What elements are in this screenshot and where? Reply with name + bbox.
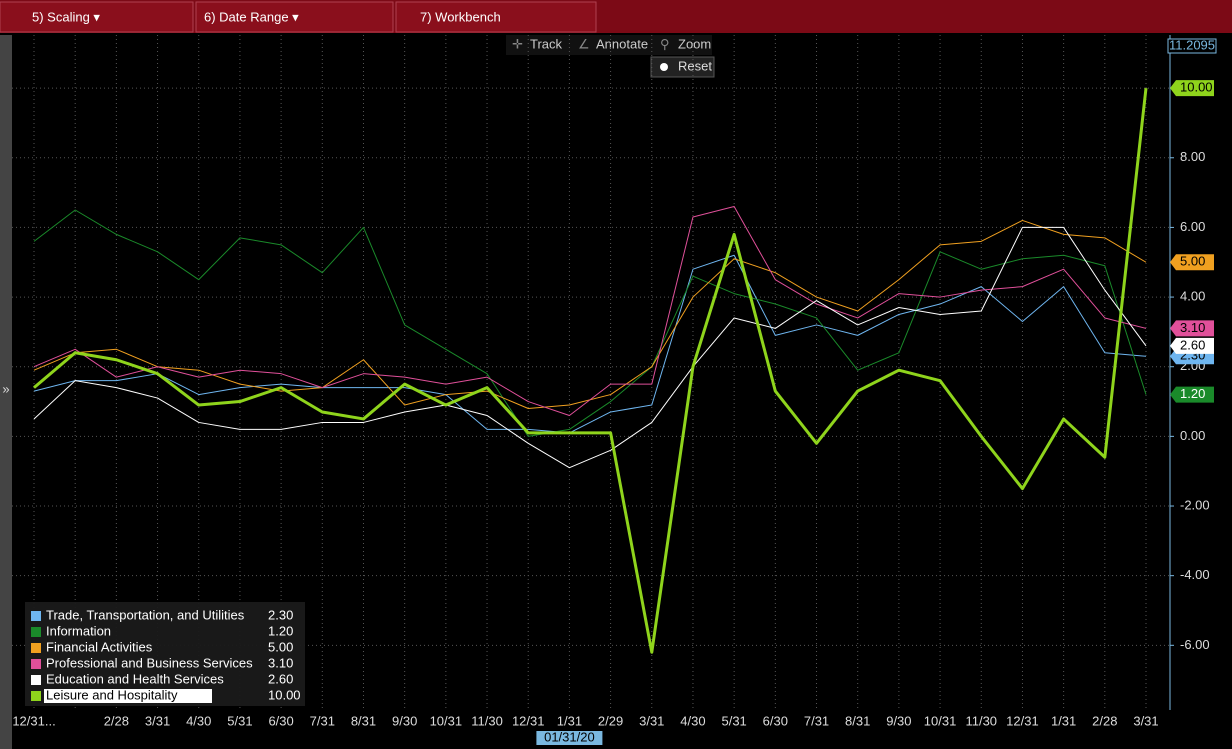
legend-value: 3.10 — [268, 655, 293, 670]
x-tick-label: 2/29 — [598, 713, 623, 728]
y-tick-label: -2.00 — [1180, 497, 1210, 512]
legend-label: Education and Health Services — [46, 671, 224, 686]
x-tick-label: 8/31 — [845, 713, 870, 728]
tab-label[interactable]: 5) Scaling ▾ — [32, 9, 100, 24]
y-tick-label: -4.00 — [1180, 567, 1210, 582]
value-tag — [1170, 386, 1214, 403]
value-tag-label: 5.00 — [1180, 254, 1205, 269]
x-tick-label: 3/31 — [145, 713, 170, 728]
legend-value: 2.30 — [268, 607, 293, 622]
legend-highlight — [44, 689, 212, 703]
x-tick-label: 3/31 — [639, 713, 664, 728]
x-tick-label: 5/31 — [227, 713, 252, 728]
legend-box — [25, 602, 305, 706]
x-tick-label: 10/31 — [430, 713, 463, 728]
x-tick-label: 7/31 — [310, 713, 335, 728]
x-tick-label: 1/31 — [557, 713, 582, 728]
y-max-box — [1167, 38, 1217, 54]
reset-button[interactable] — [650, 56, 715, 78]
series-line — [33, 206, 1147, 416]
side-strip[interactable] — [0, 35, 12, 749]
value-tag-label: 10.00 — [1180, 80, 1213, 95]
legend-label: Trade, Transportation, and Utilities — [46, 607, 245, 622]
tabs: 5) Scaling ▾ 6) Date Range ▾ 7) Workbenc… — [0, 1, 597, 33]
legend-swatch — [31, 675, 41, 685]
series-line — [33, 209, 1147, 437]
x-tick-label: 7/31 — [804, 713, 829, 728]
y-tick-label: -6.00 — [1180, 637, 1210, 652]
plot: 12/31... 2/28 3/31 4/30 5/31 6/30 7/31 8/31 9/30… — [12, 35, 1217, 745]
legend-value: 5.00 — [268, 639, 293, 654]
x-tick-label: 10/31 — [924, 713, 957, 728]
y-tick-label: 4.00 — [1180, 289, 1205, 304]
crosshair-date: 01/31/20 — [544, 729, 595, 744]
value-tag-label: 2.60 — [1180, 337, 1205, 352]
tool-icon: ⚲ — [660, 36, 670, 51]
legend-label: Information — [46, 623, 111, 638]
x-tick-label: 9/30 — [392, 713, 417, 728]
y-tick-label: 8.00 — [1180, 149, 1205, 164]
crosshair-date-box — [536, 731, 603, 745]
tool[interactable]: Annotate — [596, 36, 648, 51]
x-tick-label: 9/30 — [886, 713, 911, 728]
tab[interactable] — [395, 1, 597, 33]
x-tick-label: 11/30 — [471, 713, 503, 728]
legend-label: Professional and Business Services — [46, 655, 253, 670]
x-tick-label: 3/31 — [1133, 713, 1158, 728]
value-tag — [1170, 337, 1214, 354]
tool[interactable]: Track — [530, 36, 563, 51]
value-tag — [1170, 320, 1214, 337]
y-tick-label: 0.00 — [1180, 428, 1205, 443]
series-line — [33, 254, 1147, 434]
x-tick-label: 6/30 — [268, 713, 293, 728]
reset-label[interactable]: Reset — [678, 58, 712, 73]
x-tick-label: 2/28 — [104, 713, 129, 728]
legend-swatch — [31, 611, 41, 621]
value-tag — [1170, 254, 1214, 271]
x-tick-label: 6/30 — [763, 713, 788, 728]
x-tick-label: 8/31 — [351, 713, 376, 728]
legend-value: 10.00 — [268, 687, 301, 702]
toolbar: Track Annotate Zoom ✛ ∠ ⚲ Reset — [506, 35, 715, 78]
legend-swatch — [31, 643, 41, 653]
legend-swatch — [31, 659, 41, 669]
toolbar-bg — [506, 35, 712, 55]
x-tick-label: 4/30 — [680, 713, 705, 728]
x-tick-label: 1/31 — [1051, 713, 1076, 728]
x-tick-label: 5/31 — [721, 713, 746, 728]
y-max-label: 11.2095 — [1169, 37, 1215, 52]
legend-swatch — [31, 691, 41, 701]
side-arrow[interactable]: » — [2, 381, 9, 396]
x-tick-label: 11/30 — [965, 713, 997, 728]
tab[interactable] — [0, 1, 194, 33]
legend-value: 2.60 — [268, 671, 293, 686]
tool[interactable]: Zoom — [678, 36, 711, 51]
legend-swatch — [31, 627, 41, 637]
tool-icon: ∠ — [578, 36, 590, 51]
x-tick-label: 4/30 — [186, 713, 211, 728]
legend-value: 1.20 — [268, 623, 293, 638]
value-tag-label: 3.10 — [1180, 320, 1205, 335]
series-line — [33, 226, 1147, 469]
series-line — [33, 87, 1148, 654]
x-tick-label: 12/31 — [512, 713, 545, 728]
y-tick-label: 6.00 — [1180, 219, 1205, 234]
reset-icon — [660, 63, 668, 71]
x-tick-label: 2/28 — [1092, 713, 1117, 728]
tab-label[interactable]: 7) Workbench — [420, 9, 501, 24]
value-tag — [1170, 80, 1214, 97]
x-tick-label: 12/31 — [1006, 713, 1039, 728]
tool-icon: ✛ — [512, 36, 523, 51]
legend-label: Financial Activities — [46, 639, 153, 654]
x-tick-label: 12/31... — [12, 713, 55, 728]
tab[interactable] — [195, 1, 394, 33]
value-tag-label: 1.20 — [1180, 386, 1205, 401]
legend-label: Leisure and Hospitality — [46, 687, 178, 702]
tab-label[interactable]: 6) Date Range ▾ — [204, 9, 299, 24]
